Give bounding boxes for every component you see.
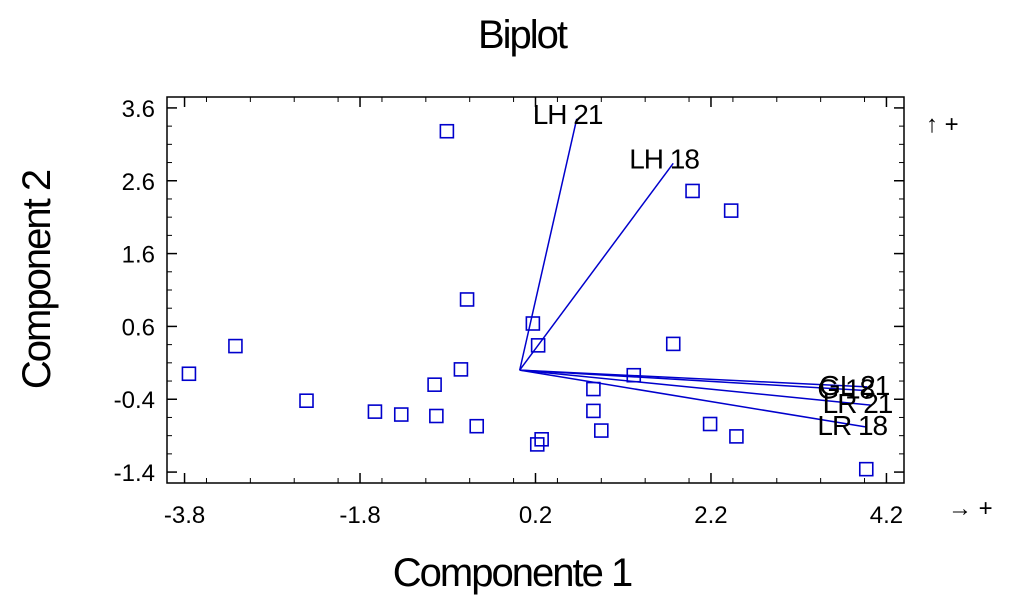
data-point bbox=[858, 461, 874, 477]
data-point bbox=[729, 429, 744, 444]
data-point bbox=[586, 403, 601, 419]
vector-label: LR 18 bbox=[817, 410, 887, 441]
y-tick-label: 1.6 bbox=[122, 242, 155, 269]
x-tick-label: 0.2 bbox=[519, 502, 552, 529]
data-point bbox=[586, 381, 601, 397]
data-point bbox=[723, 203, 739, 218]
data-point bbox=[534, 432, 549, 447]
vector-label: LH 18 bbox=[629, 143, 699, 174]
x-tick-label: 2.2 bbox=[694, 502, 727, 529]
vector-label: G 18 bbox=[817, 374, 874, 405]
data-point bbox=[181, 366, 197, 382]
loading-vector bbox=[519, 369, 866, 392]
loading-vector bbox=[519, 162, 674, 371]
data-point bbox=[453, 362, 469, 377]
data-point bbox=[429, 408, 444, 424]
y-tick-label: 2.6 bbox=[122, 169, 155, 196]
data-point bbox=[665, 336, 681, 352]
loading-vector bbox=[519, 369, 871, 406]
chart-title: Biplot bbox=[478, 13, 568, 57]
x-axis-label: Componente 1 bbox=[393, 551, 632, 595]
y-axis-label: Component 2 bbox=[15, 170, 59, 389]
vector-label: LR 21 bbox=[823, 388, 893, 419]
data-point bbox=[393, 407, 409, 422]
axis-ticks: -3.8 -1.8 0.2 2.2 4.2 -1.4 -0.4 0.6 1.6 2.6 3.6 bbox=[114, 96, 904, 529]
x-direction-label: → + bbox=[948, 495, 993, 522]
vector-label: LH 21 bbox=[533, 99, 603, 130]
y-tick-label: -1.4 bbox=[114, 460, 155, 487]
data-point bbox=[530, 338, 546, 353]
x-tick-label: 4.2 bbox=[870, 502, 903, 529]
data-point bbox=[299, 393, 314, 409]
data-point bbox=[228, 338, 243, 354]
data-point bbox=[469, 418, 485, 434]
data-point bbox=[626, 367, 642, 383]
data-point bbox=[702, 416, 718, 432]
data-point bbox=[525, 316, 541, 331]
data-point bbox=[367, 404, 383, 419]
x-tick-label: -3.8 bbox=[164, 502, 205, 529]
loading-vectors bbox=[518, 118, 871, 428]
data-point bbox=[529, 437, 545, 452]
x-tick-label: -1.8 bbox=[339, 502, 380, 529]
data-point bbox=[685, 183, 700, 199]
y-tick-label: 3.6 bbox=[122, 96, 155, 123]
score-points bbox=[181, 123, 874, 477]
y-tick-label: 0.6 bbox=[122, 314, 155, 341]
y-direction-label: ↑ + bbox=[926, 111, 959, 138]
loading-vector bbox=[518, 118, 578, 371]
plot-frame bbox=[166, 96, 905, 484]
loading-vector bbox=[519, 369, 866, 428]
data-point bbox=[459, 292, 475, 307]
data-point bbox=[427, 377, 442, 392]
data-point bbox=[439, 123, 455, 139]
data-point bbox=[594, 423, 609, 438]
y-tick-label: -0.4 bbox=[114, 387, 155, 414]
vector-label: GL 21 bbox=[819, 370, 890, 401]
